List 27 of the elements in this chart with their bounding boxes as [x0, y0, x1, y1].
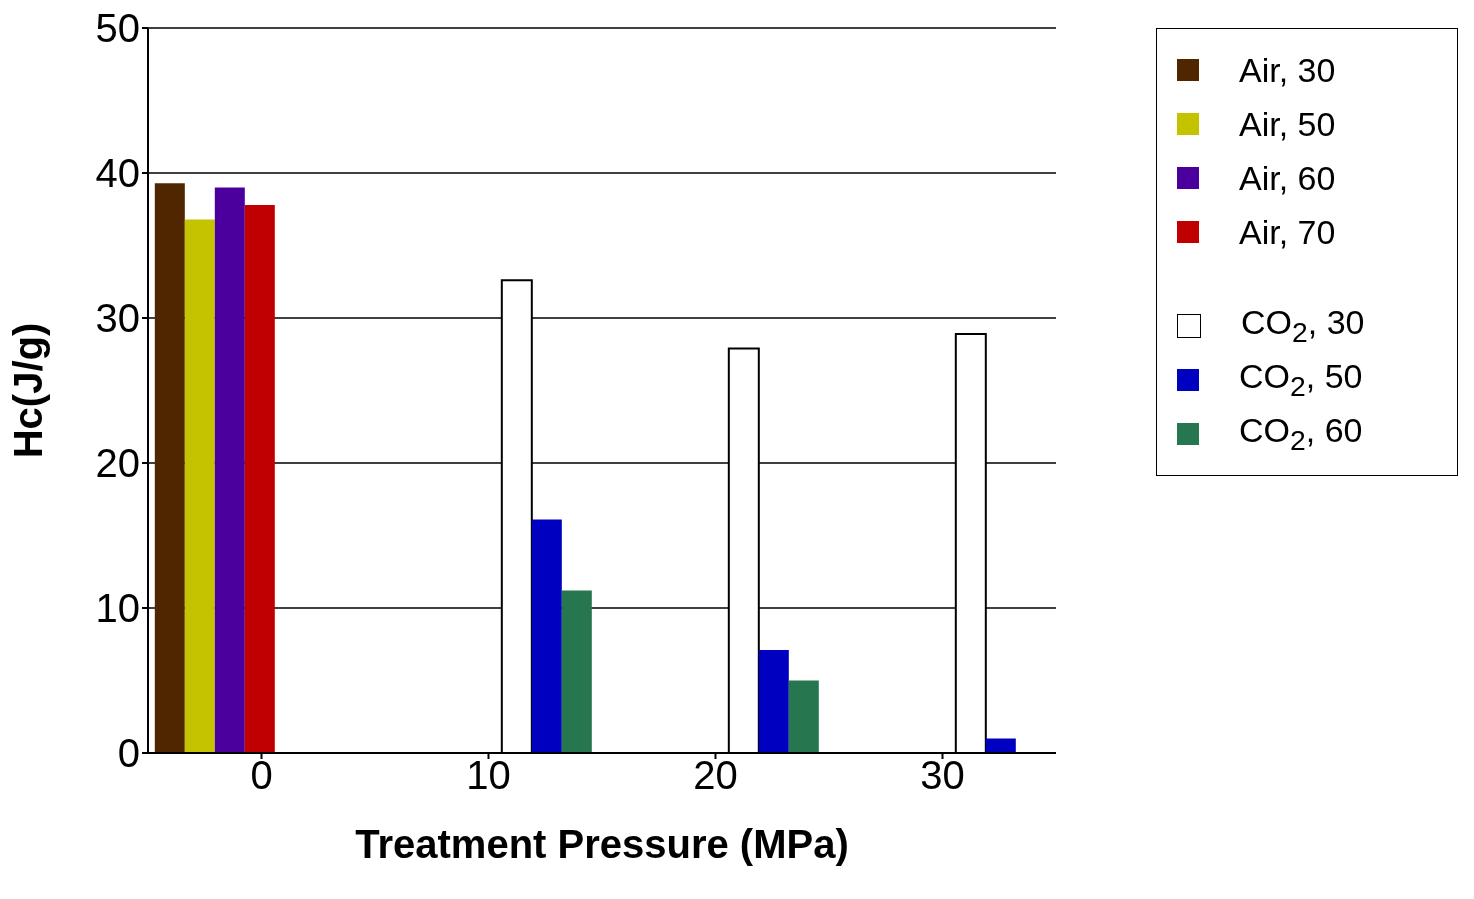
- legend-label: Air, 60: [1239, 158, 1336, 198]
- y-tick-label: 30: [95, 296, 140, 341]
- x-tick-label: 10: [466, 753, 511, 798]
- y-tick-label: 10: [95, 586, 140, 631]
- bar: [244, 204, 275, 753]
- bar: [561, 590, 592, 753]
- legend-label: Air, 50: [1239, 104, 1336, 144]
- y-tick-label: 40: [95, 151, 140, 196]
- y-tick-label: 20: [95, 441, 140, 486]
- legend-label: CO$_{2}$, 30: [1241, 303, 1365, 349]
- legend-label: Air, 70: [1239, 212, 1336, 252]
- y-axis-title: Hc(J/g): [6, 322, 51, 459]
- legend-label: Air, 30: [1239, 50, 1336, 90]
- bar: [985, 738, 1016, 753]
- x-tick-label: 30: [920, 753, 965, 798]
- bar: [758, 650, 789, 753]
- legend-label: CO$_{2}$, 50: [1239, 357, 1363, 403]
- bar: [154, 183, 185, 753]
- bar: [184, 219, 215, 753]
- y-tick-label: 50: [95, 6, 140, 51]
- bar: [214, 187, 245, 753]
- bar: [531, 519, 562, 753]
- bar: [788, 680, 819, 753]
- legend-label: CO$_{2}$, 60: [1239, 411, 1363, 457]
- x-axis-title: Treatment Pressure (MPa): [355, 822, 849, 866]
- x-tick-label: 20: [693, 753, 738, 798]
- x-tick-label: 0: [250, 753, 273, 798]
